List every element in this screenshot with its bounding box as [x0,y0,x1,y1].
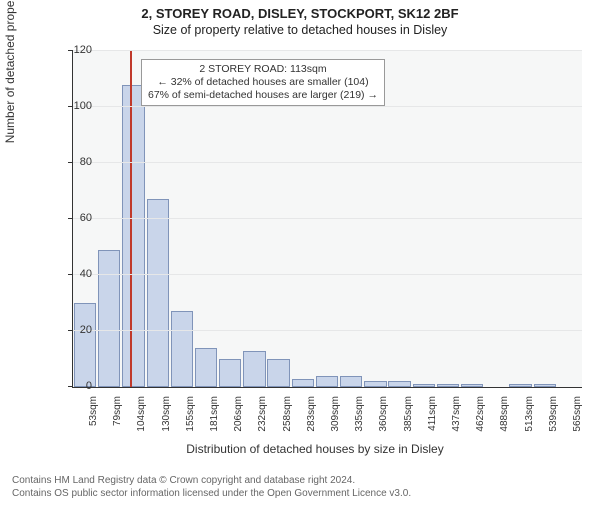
xtick-label: 335sqm [354,396,365,446]
gridline [73,106,582,107]
gridline [73,50,582,51]
histogram-bar [195,348,217,387]
histogram-bar [122,85,144,387]
histogram-bar [534,384,556,387]
xtick-label: 232sqm [257,396,268,446]
gridline [73,218,582,219]
ytick-label: 40 [62,268,92,280]
xtick-label: 539sqm [548,396,559,446]
xtick-label: 104sqm [136,396,147,446]
xtick-label: 309sqm [330,396,341,446]
xtick-label: 437sqm [451,396,462,446]
xtick-label: 513sqm [524,396,535,446]
ytick-label: 60 [62,212,92,224]
ytick-label: 120 [62,44,92,56]
histogram-bar [437,384,459,387]
ytick-label: 20 [62,324,92,336]
histogram-bar [243,351,265,387]
xtick-label: 181sqm [209,396,220,446]
histogram-bar [316,376,338,387]
chart-title-line2: Size of property relative to detached ho… [0,23,600,37]
footer-line1: Contains HM Land Registry data © Crown c… [12,475,411,488]
histogram-bar [364,381,386,387]
gridline [73,330,582,331]
xtick-label: 155sqm [185,396,196,446]
gridline [73,162,582,163]
xtick-label: 53sqm [88,396,99,446]
histogram-bar [413,384,435,387]
histogram-bar [147,199,169,387]
xtick-label: 411sqm [427,396,438,446]
y-axis-label: Number of detached properties [3,0,17,143]
annotation-line1: 2 STOREY ROAD: 113sqm [148,63,378,76]
histogram-bar [340,376,362,387]
xtick-label: 130sqm [161,396,172,446]
ytick-label: 100 [62,100,92,112]
histogram-bar [267,359,289,387]
plot-area: 2 STOREY ROAD: 113sqm ← 32% of detached … [72,50,582,388]
histogram-bar [388,381,410,387]
xtick-label: 488sqm [499,396,510,446]
xtick-label: 258sqm [282,396,293,446]
xtick-label: 462sqm [475,396,486,446]
histogram-bar [461,384,483,387]
xtick-label: 565sqm [572,396,583,446]
histogram-bar [74,303,96,387]
annotation-box: 2 STOREY ROAD: 113sqm ← 32% of detached … [141,59,385,106]
xtick-label: 283sqm [306,396,317,446]
annotation-line2: ← 32% of detached houses are smaller (10… [148,76,378,89]
annotation-line3: 67% of semi-detached houses are larger (… [148,89,378,102]
ytick-label: 80 [62,156,92,168]
chart-title-line1: 2, STOREY ROAD, DISLEY, STOCKPORT, SK12 … [0,6,600,21]
histogram-bar [219,359,241,387]
xtick-label: 360sqm [378,396,389,446]
xtick-label: 385sqm [403,396,414,446]
histogram-bar [98,250,120,387]
histogram-bar [509,384,531,387]
ytick-label: 0 [62,380,92,392]
histogram-bar [292,379,314,387]
histogram-bar [171,311,193,387]
xtick-label: 79sqm [112,396,123,446]
chart-container: Number of detached properties 2 STOREY R… [48,50,582,418]
gridline [73,274,582,275]
footer-attribution: Contains HM Land Registry data © Crown c… [12,475,411,500]
xtick-label: 206sqm [233,396,244,446]
footer-line2: Contains OS public sector information li… [12,488,411,501]
